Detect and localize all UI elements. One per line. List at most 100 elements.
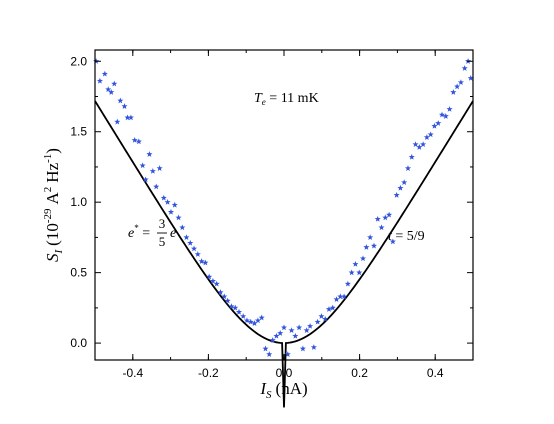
y-axis-label: SI(10-29A2Hz-1) [42, 148, 65, 262]
y-tick-label: 1.0 [70, 195, 87, 209]
data-point [209, 277, 216, 284]
data-point [446, 105, 453, 112]
data-point [198, 258, 205, 264]
data-point [228, 303, 235, 310]
data-point [111, 80, 118, 87]
data-point [457, 79, 464, 85]
data-point [333, 296, 340, 302]
data-point [299, 345, 306, 352]
data-point [389, 238, 396, 245]
data-point [153, 183, 160, 190]
data-point [352, 260, 359, 267]
data-point [404, 165, 412, 171]
data-point [105, 86, 112, 93]
data-point [378, 224, 385, 231]
data-point [435, 120, 442, 126]
x-tick-label: 0.0 [276, 366, 293, 380]
data-point [117, 97, 124, 104]
data-point [382, 214, 389, 221]
data-point [386, 211, 393, 218]
data-point [142, 176, 149, 183]
data-point [344, 280, 351, 287]
x-axis-label: IS (nA) [259, 379, 307, 401]
data-point [461, 65, 468, 71]
data-point [423, 134, 430, 140]
data-point [127, 114, 134, 121]
data-point [318, 313, 325, 319]
data-point [247, 318, 254, 325]
data-point [329, 304, 336, 311]
data-point [266, 351, 273, 357]
data-point [454, 83, 461, 90]
temperature-annotation: Te = 11 mK [254, 91, 319, 107]
data-point [160, 194, 167, 201]
data-point [356, 269, 363, 276]
data-point [408, 153, 415, 160]
data-point [235, 308, 243, 315]
data-point [438, 111, 446, 118]
data-point [269, 337, 276, 343]
data-point [416, 144, 423, 150]
data-point [175, 214, 182, 221]
charge-numerator: 3 [159, 216, 166, 231]
data-point [251, 320, 258, 326]
data-point [108, 89, 115, 95]
data-point [202, 259, 209, 266]
data-point [217, 289, 224, 295]
data-point [393, 191, 400, 198]
data-point [146, 151, 153, 157]
data-point [232, 304, 239, 311]
data-point [292, 332, 299, 339]
y-tick-label: 2.0 [70, 54, 87, 68]
data-point [114, 118, 121, 125]
data-point [254, 317, 261, 324]
data-point [273, 332, 280, 339]
data-point [467, 74, 474, 81]
data-point [296, 324, 303, 331]
data-point [101, 70, 108, 77]
data-point [367, 234, 374, 240]
plot-frame [94, 49, 474, 361]
data-point [412, 141, 419, 147]
data-point [363, 244, 370, 250]
data-point [337, 293, 344, 300]
data-point [420, 141, 427, 147]
data-point [156, 165, 163, 171]
data-point [401, 179, 408, 186]
data-point [370, 242, 378, 249]
data-point [397, 184, 404, 191]
data-point [190, 245, 198, 252]
data-point [314, 318, 321, 325]
data-point [135, 138, 142, 145]
data-point [240, 313, 247, 319]
data-point [171, 201, 178, 208]
effective-charge-annotation: e* = 3 5 e [128, 216, 176, 249]
data-point [284, 351, 291, 357]
data-point [224, 297, 231, 304]
data-point [164, 198, 171, 205]
x-tick-label: 0.4 [427, 366, 444, 380]
transmission-annotation: t = 5/9 [388, 229, 425, 244]
data-point [359, 255, 367, 262]
data-point [221, 293, 228, 300]
y-tick-label: 1.5 [70, 125, 87, 139]
data-point [206, 273, 213, 280]
data-point [310, 344, 317, 350]
data-point [280, 324, 288, 331]
data-point [288, 327, 295, 333]
data-point [167, 208, 175, 215]
data-point [348, 269, 355, 276]
data-point [243, 317, 250, 324]
data-point [262, 345, 269, 352]
data-point [277, 330, 284, 336]
charge-rhs: e [170, 226, 176, 241]
data-point [427, 131, 434, 138]
fit-curve [94, 100, 474, 408]
x-tick-label: 0.2 [351, 366, 368, 380]
data-point [374, 215, 381, 222]
data-point [131, 136, 138, 143]
data-point [187, 239, 194, 246]
charge-lhs: e* = [128, 223, 150, 241]
